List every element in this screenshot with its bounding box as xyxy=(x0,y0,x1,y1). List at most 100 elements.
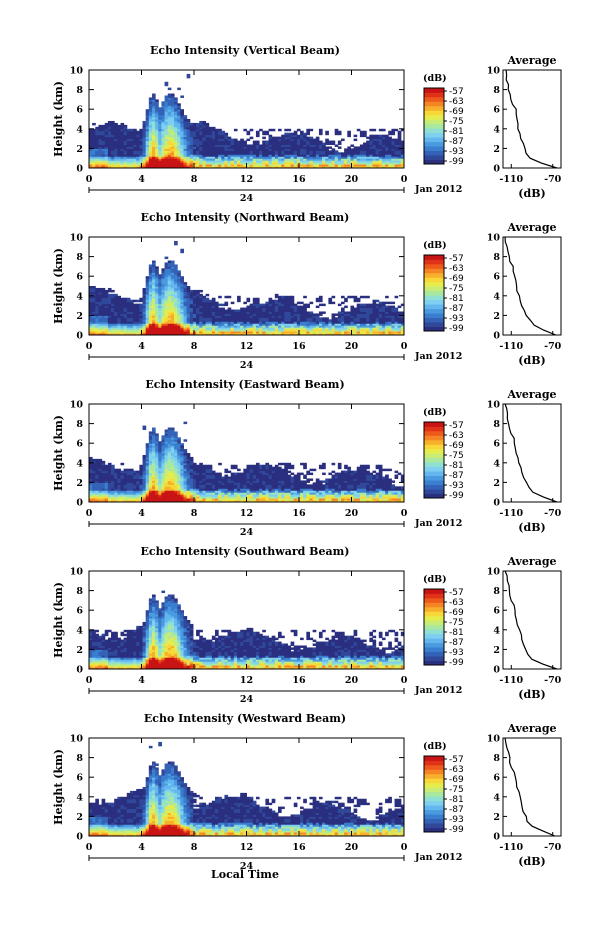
heatmap-cell xyxy=(142,132,147,136)
heatmap-cell xyxy=(385,164,389,167)
heatmap-cell xyxy=(174,289,178,293)
heatmap-cell xyxy=(167,166,172,169)
heatmap-cell xyxy=(388,162,392,165)
heatmap-cell xyxy=(325,160,329,163)
heatmap-cell xyxy=(300,160,304,163)
heatmap-cell xyxy=(315,148,320,151)
heatmap-cell xyxy=(155,325,159,328)
heatmap-cell xyxy=(240,156,244,159)
heatmap-cell xyxy=(268,329,273,332)
heatmap-cell xyxy=(284,311,288,314)
heatmap-cell xyxy=(246,164,251,167)
heatmap-cell xyxy=(284,327,288,330)
heatmap-cell xyxy=(202,132,207,136)
heatmap-cell xyxy=(334,317,339,320)
heatmap-cell xyxy=(186,319,191,322)
heatmap-cell xyxy=(164,274,169,277)
heatmap-cell xyxy=(397,148,402,151)
heatmap-cell xyxy=(192,319,197,322)
heatmap-cell xyxy=(117,321,121,324)
heatmap-cell xyxy=(215,307,219,311)
heatmap-cell xyxy=(148,305,153,309)
heatmap-cell xyxy=(155,154,159,157)
heatmap-cell xyxy=(148,313,153,316)
heatmap-cell xyxy=(224,315,229,318)
heatmap-cell xyxy=(268,156,273,159)
heatmap-cell xyxy=(290,148,295,151)
heatmap-cell xyxy=(218,146,222,149)
heatmap-cell xyxy=(205,305,210,309)
heatmap-cell xyxy=(117,331,121,334)
heatmap-cell xyxy=(126,301,131,305)
heatmap-cell xyxy=(111,317,115,320)
heatmap-cell xyxy=(199,124,203,128)
heatmap-cell xyxy=(303,138,307,142)
heatmap-cell xyxy=(208,162,213,165)
heatmap-cell xyxy=(205,156,210,159)
heatmap-cell xyxy=(174,333,178,336)
heatmap-cell xyxy=(196,150,200,153)
heatmap-cell xyxy=(155,299,159,303)
heatmap-cell xyxy=(268,152,273,155)
heatmap-cell xyxy=(186,321,191,324)
heatmap-cell xyxy=(155,152,159,155)
heatmap-cell xyxy=(107,124,112,128)
heatmap-cell xyxy=(174,270,178,273)
heatmap-cell xyxy=(186,150,191,153)
heatmap-cell xyxy=(104,464,109,468)
heatmap-cell xyxy=(142,305,147,309)
heatmap-cell xyxy=(265,142,270,145)
heatmap-cell xyxy=(196,148,200,151)
heatmap-cell xyxy=(126,132,131,136)
heatmap-cell xyxy=(199,134,203,138)
heatmap-cell xyxy=(145,148,150,151)
heatmap-cell xyxy=(120,329,125,332)
heatmap-cell xyxy=(287,333,292,336)
heatmap-cell xyxy=(281,325,285,328)
heatmap-cell xyxy=(158,138,162,142)
heatmap-cell xyxy=(366,144,370,147)
heatmap-cell xyxy=(114,331,118,334)
heatmap-cell xyxy=(375,164,380,167)
y-tick-label: 8 xyxy=(76,252,83,263)
heatmap-cell xyxy=(95,166,99,169)
heatmap-cell xyxy=(170,303,175,307)
heatmap-cell xyxy=(290,158,295,161)
heatmap-cell xyxy=(196,317,200,320)
heatmap-cell xyxy=(129,319,134,322)
heatmap-cell xyxy=(107,156,112,159)
heatmap-cell xyxy=(155,317,159,320)
colorbar-tick-label: -63 xyxy=(449,97,464,107)
heatmap-cell xyxy=(174,319,178,322)
x-tick-label: 20 xyxy=(345,174,359,185)
heatmap-cell xyxy=(114,309,118,312)
heatmap-cell xyxy=(199,164,203,167)
heatmap-cell xyxy=(155,122,159,126)
heatmap-cell xyxy=(189,313,194,316)
heatmap-cell xyxy=(208,315,213,318)
heatmap-cell xyxy=(221,142,225,145)
heatmap-cell xyxy=(183,297,188,301)
heatmap-cell xyxy=(378,154,383,157)
heatmap-cell xyxy=(262,166,266,169)
heatmap-cell xyxy=(303,158,307,161)
heatmap-cell xyxy=(356,156,361,159)
heatmap-cell xyxy=(202,164,207,167)
heatmap-cell xyxy=(98,321,103,324)
heatmap-cell xyxy=(378,140,383,144)
heatmap-cell xyxy=(199,315,203,318)
heatmap-cell xyxy=(129,305,134,309)
heatmap-cell xyxy=(174,162,178,165)
heatmap-cell xyxy=(318,128,323,132)
heatmap-cell xyxy=(208,321,213,324)
heatmap-cell xyxy=(337,311,342,314)
heatmap-cell xyxy=(101,136,106,140)
heatmap-cell xyxy=(325,317,329,320)
heatmap-cell xyxy=(287,158,292,161)
heatmap-cell xyxy=(268,313,273,316)
heatmap-cell xyxy=(117,297,121,301)
heatmap-cell xyxy=(148,130,153,134)
heatmap-cell xyxy=(196,301,200,305)
heatmap-cell xyxy=(104,132,109,136)
